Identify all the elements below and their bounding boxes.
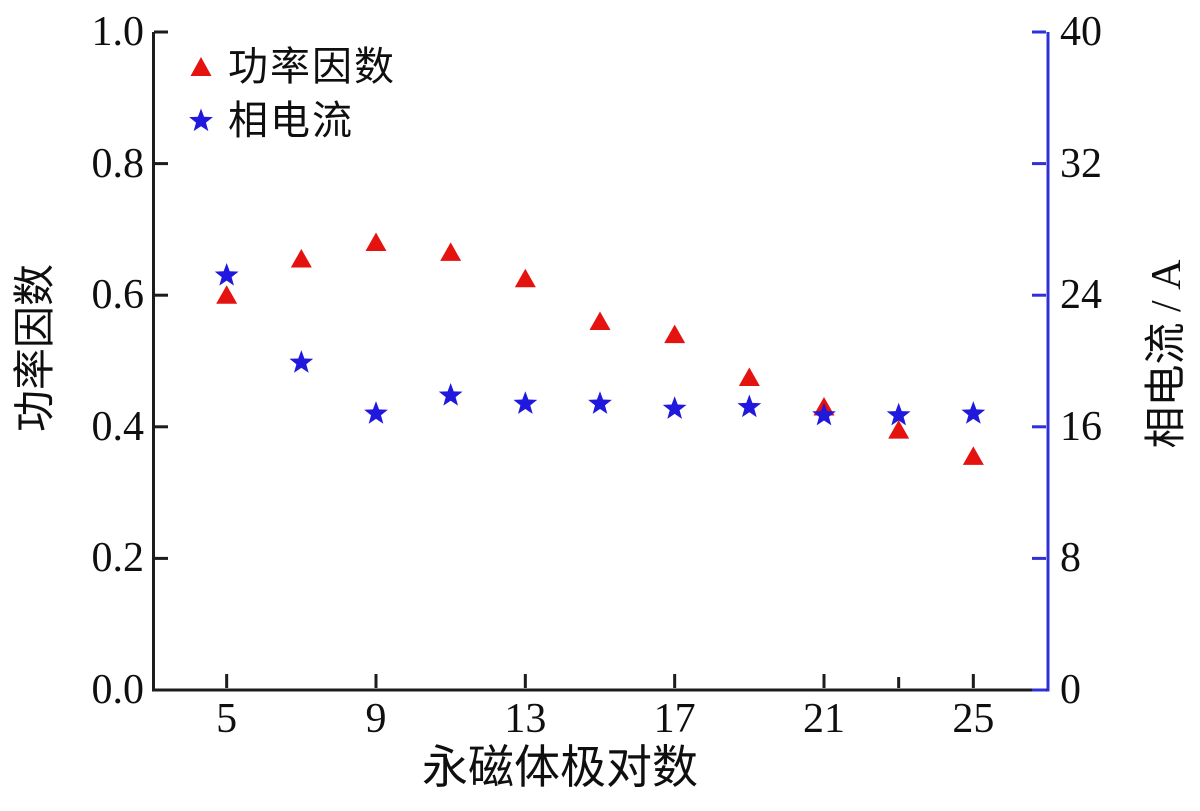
- right-tick-label: 32: [1060, 140, 1102, 187]
- data-point-triangle: [514, 268, 536, 288]
- x-tick-label: 21: [803, 696, 845, 742]
- x-tick-label: 17: [653, 696, 696, 742]
- legend-label-phase-current: 相电流: [228, 98, 354, 143]
- data-point-triangle: [440, 242, 462, 261]
- left-tick-label: 0.8: [91, 140, 145, 187]
- data-point-star: [737, 394, 762, 418]
- x-tick-label: 9: [365, 696, 387, 742]
- data-point-star: [513, 391, 538, 414]
- data-point-star: [662, 396, 687, 419]
- left-tick-label: 0.0: [91, 667, 145, 713]
- right-tick-label: 40: [1060, 9, 1102, 55]
- x-tick-label: 5: [216, 696, 238, 742]
- data-point-triangle: [888, 420, 910, 439]
- data-point-star: [438, 383, 463, 406]
- data-point-triangle: [216, 285, 238, 304]
- data-point-star: [214, 262, 239, 286]
- star-marker-icon: [189, 108, 213, 132]
- data-point-star: [961, 401, 986, 424]
- data-point-triangle: [365, 232, 387, 252]
- right-tick-label: 16: [1060, 403, 1102, 450]
- triangle-marker-icon: [190, 57, 212, 76]
- right-tick-label: 8: [1060, 535, 1081, 582]
- data-point-star: [364, 401, 388, 424]
- x-tick-label: 25: [952, 696, 995, 742]
- left-tick-label: 0.2: [91, 535, 145, 582]
- data-point-triangle: [738, 367, 760, 386]
- legend-item-power-factor: 功率因数: [186, 45, 396, 89]
- data-point-star: [812, 402, 836, 426]
- data-point-star: [886, 402, 911, 426]
- left-tick-label: 0.4: [91, 403, 145, 450]
- x-tick-label: 13: [504, 696, 547, 742]
- data-point-star: [588, 391, 612, 414]
- legend-item-phase-current: 相电流: [186, 99, 354, 143]
- data-point-triangle: [962, 446, 984, 465]
- right-tick-label: 0: [1060, 667, 1081, 713]
- data-point-triangle: [589, 311, 611, 331]
- data-point-star: [289, 350, 314, 373]
- left-tick-label: 0.6: [91, 272, 145, 319]
- data-point-triangle: [664, 324, 686, 344]
- left-tick-label: 1.0: [91, 9, 145, 55]
- x-axis-title: 永磁体极对数: [422, 742, 698, 793]
- legend-label-power-factor: 功率因数: [228, 44, 396, 89]
- data-point-triangle: [290, 249, 312, 268]
- right-tick-label: 24: [1060, 272, 1102, 319]
